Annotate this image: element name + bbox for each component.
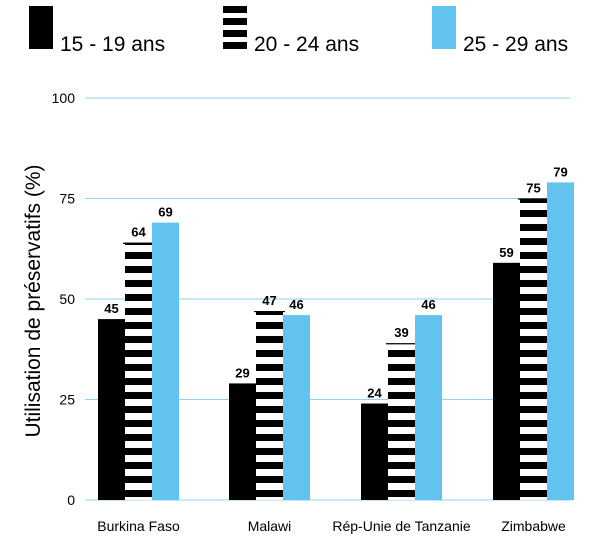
bar-malawi-20-24-ans xyxy=(256,311,283,500)
data-label-zimbabwe-25-29-ans: 79 xyxy=(553,164,567,179)
category-label-rep-unie-de-tanzanie: Rép-Unie de Tanzanie xyxy=(332,518,470,534)
y-axis-label: Utilisation de préservatifs (%) xyxy=(22,164,45,437)
data-label-malawi-15-19-ans: 29 xyxy=(235,365,249,380)
bar-malawi-15-19-ans xyxy=(229,383,256,500)
legend-item-15-19-ans: 15 - 19 ans xyxy=(29,6,165,56)
y-tick-label: 100 xyxy=(52,90,76,106)
data-label-burkina-faso-25-29-ans: 69 xyxy=(158,205,172,220)
bars xyxy=(98,182,574,501)
y-tick-label: 50 xyxy=(59,291,75,307)
bar-rep-unie-de-tanzanie-15-19-ans xyxy=(361,403,388,500)
legend-label: 20 - 24 ans xyxy=(254,33,359,56)
data-label-burkina-faso-15-19-ans: 45 xyxy=(104,301,118,316)
legend-swatch xyxy=(223,6,247,49)
data-labels: 45 64 69 29 47 46 24 39 46 59 75 79 xyxy=(104,164,567,400)
bar-rep-unie-de-tanzanie-25-29-ans xyxy=(415,315,442,500)
data-label-rep-unie-de-tanzanie-15-19-ans: 24 xyxy=(367,386,382,401)
legend-swatch xyxy=(29,6,53,49)
category-label-burkina-faso: Burkina Faso xyxy=(97,518,180,534)
axes: 0 25 50 75 100 Utilisation de préservatifs (%… xyxy=(22,90,566,534)
y-tick-label: 25 xyxy=(59,392,75,408)
data-label-zimbabwe-15-19-ans: 59 xyxy=(499,245,513,260)
legend-swatch-stripe xyxy=(223,6,247,13)
data-label-malawi-25-29-ans: 46 xyxy=(289,297,303,312)
bar-rep-unie-de-tanzanie-20-24-ans xyxy=(388,343,415,500)
category-label-malawi: Malawi xyxy=(248,518,292,534)
data-label-rep-unie-de-tanzanie-20-24-ans: 39 xyxy=(394,325,408,340)
legend-label: 15 - 19 ans xyxy=(60,33,165,56)
data-label-zimbabwe-20-24-ans: 75 xyxy=(526,181,540,196)
y-tick-label: 0 xyxy=(67,492,75,508)
bar-burkina-faso-15-19-ans xyxy=(98,319,125,500)
bar-malawi-25-29-ans xyxy=(283,315,310,500)
bar-zimbabwe-25-29-ans xyxy=(547,182,574,501)
data-label-burkina-faso-20-24-ans: 64 xyxy=(131,225,146,240)
legend-item-20-24-ans: 20 - 24 ans xyxy=(223,6,359,56)
legend: 15 - 19 ans 20 - 24 ans 25 - 29 ans xyxy=(29,6,568,56)
data-label-rep-unie-de-tanzanie-25-29-ans: 46 xyxy=(421,297,435,312)
legend-swatch-stripe xyxy=(223,30,247,37)
bar-zimbabwe-20-24-ans xyxy=(520,198,547,500)
bar-burkina-faso-20-24-ans xyxy=(125,242,152,500)
bar-burkina-faso-25-29-ans xyxy=(152,222,179,500)
bar-zimbabwe-15-19-ans xyxy=(493,262,520,500)
legend-swatch-stripe xyxy=(223,18,247,25)
data-label-malawi-20-24-ans: 47 xyxy=(262,293,276,308)
category-label-zimbabwe: Zimbabwe xyxy=(501,518,566,534)
legend-label: 25 - 29 ans xyxy=(463,33,568,56)
y-tick-label: 75 xyxy=(59,191,75,207)
legend-swatch-stripe xyxy=(223,42,247,49)
legend-item-25-29-ans: 25 - 29 ans xyxy=(432,6,568,56)
legend-swatch xyxy=(432,6,456,49)
